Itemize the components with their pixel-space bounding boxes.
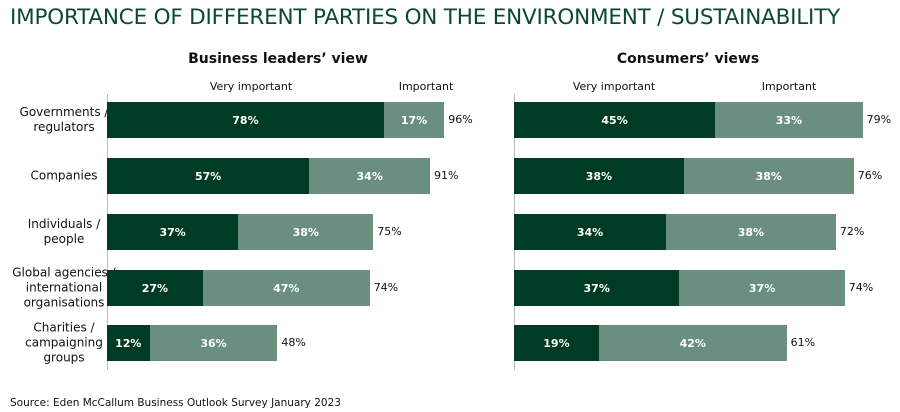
bar-important: 17% xyxy=(383,102,445,138)
bar-important: 38% xyxy=(683,158,854,194)
bar-important: 38% xyxy=(238,214,374,250)
category-label: Individuals / people xyxy=(27,217,101,246)
bar-very-important: 38% xyxy=(514,158,684,194)
bar-important: 47% xyxy=(202,270,370,306)
source-note: Source: Eden McCallum Business Outlook S… xyxy=(10,397,341,409)
total-label: 91% xyxy=(434,169,459,182)
legend-very-important: Very important xyxy=(572,80,656,93)
total-label: 61% xyxy=(790,336,816,349)
bar-very-important: 45% xyxy=(514,102,716,138)
bar-very-important: 37% xyxy=(514,270,680,306)
page-title: IMPORTANCE OF DIFFERENT PARTIES ON THE E… xyxy=(10,5,841,30)
legend-very-important: Very important xyxy=(209,80,293,93)
total-label: 74% xyxy=(848,281,874,294)
bar-very-important: 34% xyxy=(514,214,666,250)
bar-important: 33% xyxy=(715,102,863,138)
panel-title: Consumers’ views xyxy=(616,51,760,67)
bar-very-important: 19% xyxy=(514,325,599,361)
total-label: 74% xyxy=(373,281,399,294)
total-label: 72% xyxy=(839,225,865,238)
total-label: 48% xyxy=(281,336,306,349)
panel-title: Business leaders’ view xyxy=(188,51,368,67)
total-label: 96% xyxy=(448,113,473,126)
bar-important: 42% xyxy=(598,325,787,361)
bar-important: 38% xyxy=(665,214,836,250)
bar-important: 34% xyxy=(309,158,431,194)
total-label: 76% xyxy=(857,169,883,182)
category-label: Governments / regulators xyxy=(19,105,109,134)
bar-important: 37% xyxy=(679,270,845,306)
bar-very-important: 57% xyxy=(107,158,310,194)
legend-important: Important xyxy=(398,80,454,93)
bar-very-important: 37% xyxy=(107,214,239,250)
category-label: Charities / campaigning groups xyxy=(25,320,103,365)
total-label: 75% xyxy=(377,225,402,238)
legend-important: Important xyxy=(761,80,817,93)
bar-very-important: 12% xyxy=(107,325,150,361)
bar-very-important: 78% xyxy=(107,102,384,138)
bar-very-important: 27% xyxy=(107,270,203,306)
total-label: 79% xyxy=(866,113,892,126)
category-label: Companies xyxy=(30,168,98,183)
bar-important: 36% xyxy=(149,325,278,361)
